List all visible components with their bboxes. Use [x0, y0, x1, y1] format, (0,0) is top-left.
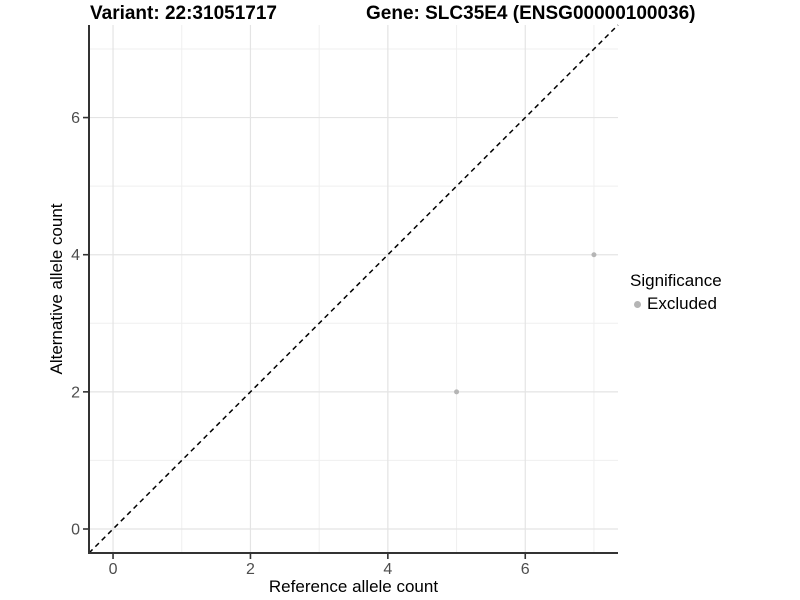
legend-key-point-icon — [634, 300, 641, 308]
y-tick-label: 2 — [71, 384, 80, 401]
y-axis-title: Alternative allele count — [47, 203, 66, 375]
data-point — [454, 389, 460, 395]
x-tick-label: 0 — [109, 561, 118, 578]
legend-item: Excluded — [630, 294, 722, 314]
data-point — [591, 252, 597, 258]
y-tick-label: 6 — [71, 110, 80, 127]
legend: Significance Excluded — [630, 271, 722, 314]
x-axis-title: Reference allele count — [268, 577, 439, 596]
x-tick-label: 4 — [383, 561, 392, 578]
gene-title: Gene: SLC35E4 (ENSG00000100036) — [366, 3, 696, 24]
x-tick-label: 2 — [246, 561, 255, 578]
identity-line — [88, 24, 619, 554]
legend-item-label: Excluded — [647, 294, 717, 313]
variant-title: Variant: 22:31051717 — [90, 3, 277, 24]
x-tick-label: 6 — [521, 561, 530, 578]
legend-title: Significance — [630, 271, 722, 290]
y-tick-label: 4 — [71, 247, 80, 264]
legend-items: Excluded — [630, 294, 722, 314]
y-tick-label: 0 — [71, 522, 80, 539]
